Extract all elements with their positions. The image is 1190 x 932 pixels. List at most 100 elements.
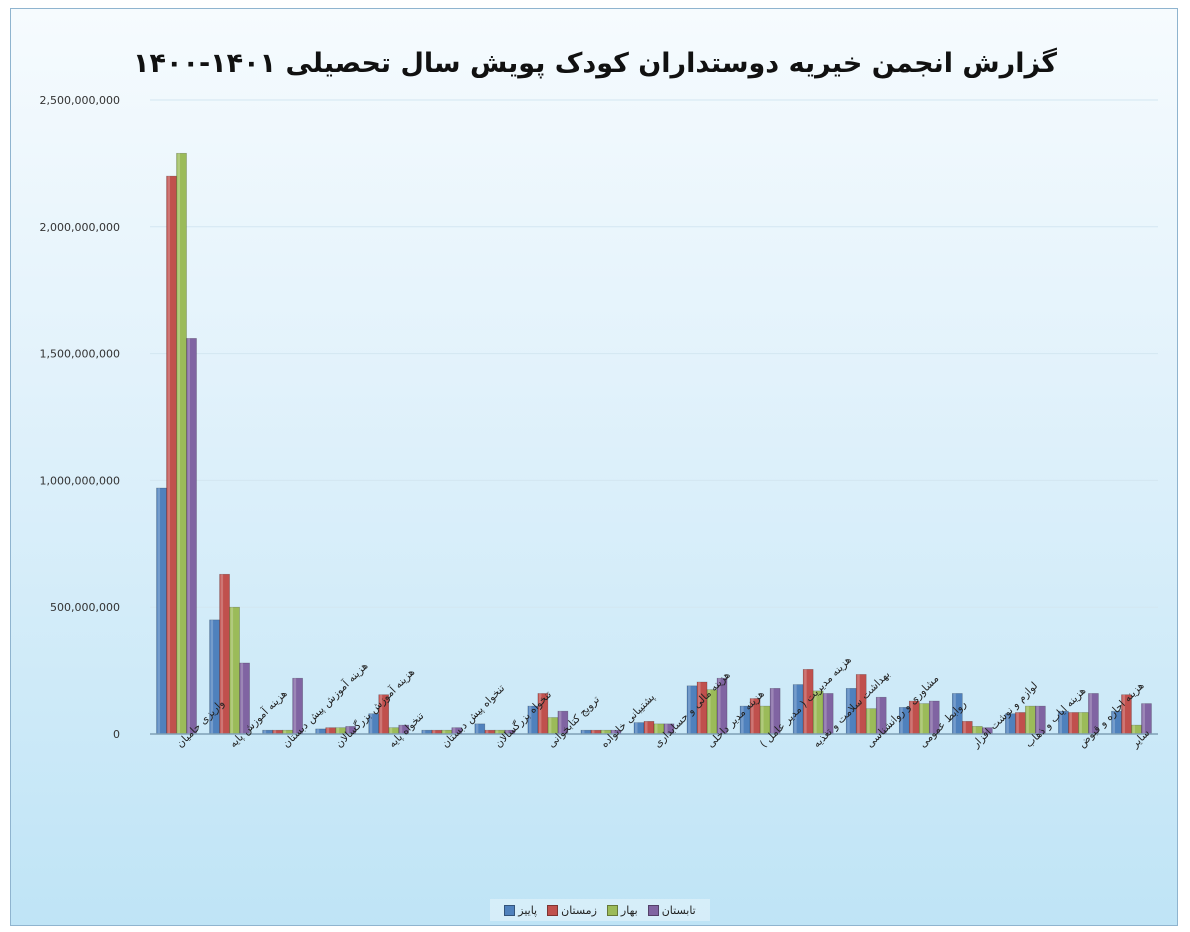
bar-highlight xyxy=(1006,713,1009,734)
bar-highlight xyxy=(316,728,320,734)
bar-highlight xyxy=(973,726,976,734)
legend-swatch xyxy=(606,904,618,916)
bar-highlight xyxy=(379,694,383,734)
bar-highlight xyxy=(283,730,287,734)
bar-highlight xyxy=(230,607,234,734)
bar-highlight xyxy=(1079,712,1082,734)
bar-highlight xyxy=(273,730,277,734)
bar-highlight xyxy=(804,669,807,734)
bar-highlight xyxy=(495,730,499,734)
bar-highlight xyxy=(1132,725,1135,734)
bars xyxy=(156,152,1152,735)
bar-highlight xyxy=(485,730,489,734)
bar-highlight xyxy=(761,706,764,734)
bar-highlight xyxy=(1069,712,1072,734)
bar-highlight xyxy=(824,693,827,734)
legend-item: پاییز xyxy=(504,904,537,917)
bar-highlight xyxy=(326,727,330,734)
bar-highlight xyxy=(867,708,870,734)
bar-highlight xyxy=(930,701,933,734)
bar-highlight xyxy=(263,730,267,734)
bar-highlight xyxy=(900,707,903,734)
bar-highlight xyxy=(422,730,426,734)
y-tick-label: 1,500,000,000 xyxy=(40,348,120,361)
bar-highlight xyxy=(293,678,297,734)
legend-item: تابستان xyxy=(647,903,696,917)
bar-highlight xyxy=(369,713,373,734)
bar-highlight xyxy=(794,684,797,734)
bar-highlight xyxy=(953,693,956,734)
bar-highlight xyxy=(558,711,562,734)
chart-title: گزارش انجمن خیریه دوستداران کودک پویش سا… xyxy=(133,48,1057,79)
bar-highlight xyxy=(346,726,350,734)
legend-item: زمستان xyxy=(547,904,597,917)
y-tick-label: 2,000,000,000 xyxy=(40,221,120,234)
bar-highlight xyxy=(1112,711,1115,734)
bar-highlight xyxy=(442,730,446,734)
bar-highlight xyxy=(177,153,181,735)
legend-label: پاییز xyxy=(518,903,538,917)
bar-highlight xyxy=(157,488,161,734)
bar-highlight xyxy=(877,697,880,734)
legend-swatch xyxy=(647,904,659,916)
bar-highlight xyxy=(187,338,191,734)
bar-highlight xyxy=(336,727,340,734)
bar-highlight xyxy=(910,701,913,734)
bar-highlight xyxy=(538,693,542,734)
bar-highlight xyxy=(983,727,986,734)
legend-label: تابستان xyxy=(661,903,696,917)
bar-highlight xyxy=(1089,693,1092,734)
bar-highlight xyxy=(751,698,754,734)
bar-highlight xyxy=(475,723,479,734)
legend-label: بهار xyxy=(620,903,638,917)
y-tick-label: 0 xyxy=(113,728,120,741)
bar-highlight xyxy=(591,730,595,734)
bar-highlight xyxy=(963,721,966,734)
bar-highlight xyxy=(718,678,721,734)
bar-highlight xyxy=(581,730,585,734)
bar-highlight xyxy=(210,619,214,734)
x-tick-label: پشتیبانی خانواده xyxy=(599,691,658,750)
legend: پاییز زمستان بهار تابستان xyxy=(490,899,710,921)
bar-highlight xyxy=(389,727,393,734)
grid-lines xyxy=(150,99,1158,608)
bar-highlight xyxy=(665,723,668,734)
bar-highlight xyxy=(920,703,923,734)
bar-highlight xyxy=(1026,706,1029,734)
bar-highlight xyxy=(611,730,615,734)
bar-highlight xyxy=(1059,711,1062,734)
bar-highlight xyxy=(1016,712,1019,734)
legend-swatch xyxy=(504,904,516,916)
bar-highlight xyxy=(655,723,658,734)
bar-highlight xyxy=(240,662,244,734)
bar-highlight xyxy=(505,730,509,734)
bar-highlight xyxy=(167,176,171,734)
bar-highlight xyxy=(771,688,774,734)
bar-highlight xyxy=(432,730,436,734)
bar-highlight xyxy=(635,722,638,734)
bar-highlight xyxy=(1036,706,1039,734)
legend-label: زمستان xyxy=(561,903,597,917)
y-tick-label: 1,000,000,000 xyxy=(40,474,120,487)
bar-highlight xyxy=(688,685,691,734)
bar-highlight xyxy=(857,674,860,734)
bar-highlight xyxy=(814,690,817,734)
bar-highlight xyxy=(548,717,552,734)
legend-item: بهار xyxy=(606,903,638,917)
chart-frame xyxy=(10,8,1178,926)
y-tick-label: 500,000,000 xyxy=(50,601,120,614)
bar-highlight xyxy=(645,721,648,734)
legend-swatch xyxy=(547,904,559,916)
bar-highlight xyxy=(220,574,224,734)
bar-highlight xyxy=(741,706,744,734)
bar-highlight xyxy=(1122,694,1125,734)
bar-highlight xyxy=(399,725,403,734)
y-tick-label: 2,500,000,000 xyxy=(40,94,120,107)
bar-highlight xyxy=(452,727,456,734)
bar-highlight xyxy=(1142,703,1145,734)
bar-highlight xyxy=(847,688,850,734)
bar-highlight xyxy=(528,706,532,734)
bar-highlight xyxy=(708,689,711,734)
